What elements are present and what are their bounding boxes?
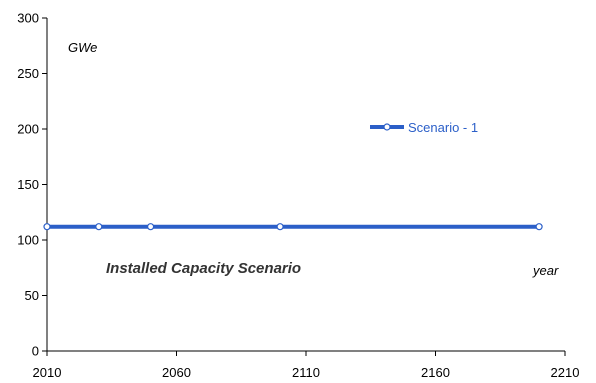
y-tick-label: 250: [17, 66, 39, 81]
y-tick-label: 150: [17, 177, 39, 192]
legend-label: Scenario - 1: [408, 120, 478, 135]
x-tick-label: 2210: [551, 365, 580, 380]
legend: Scenario - 1: [370, 120, 478, 135]
y-tick-label: 50: [25, 288, 39, 303]
y-axis-label: GWe: [68, 40, 97, 55]
data-point: [276, 223, 284, 231]
x-tick-label: 2160: [421, 365, 450, 380]
series-group: [43, 223, 543, 231]
chart-annotation: Installed Capacity Scenario: [106, 260, 301, 277]
legend-marker: [383, 123, 391, 131]
axes: [46, 18, 565, 352]
y-tick-label: 100: [17, 233, 39, 248]
y-tick-label: 300: [17, 11, 39, 26]
y-tick-label: 200: [17, 122, 39, 137]
x-tick-label: 2110: [292, 365, 320, 380]
data-point: [535, 223, 543, 231]
data-point: [95, 223, 103, 231]
x-tick-label: 2060: [162, 365, 191, 380]
x-tick-label: 2010: [33, 365, 62, 380]
x-tick-group: 2010 2060 2110 2160 2210: [33, 351, 580, 380]
data-point: [147, 223, 155, 231]
data-point: [43, 223, 51, 231]
x-axis-label: year: [532, 263, 559, 278]
y-tick-label: 0: [32, 344, 39, 359]
y-tick-group: 0 50 100 150 200 250 300: [17, 11, 47, 359]
